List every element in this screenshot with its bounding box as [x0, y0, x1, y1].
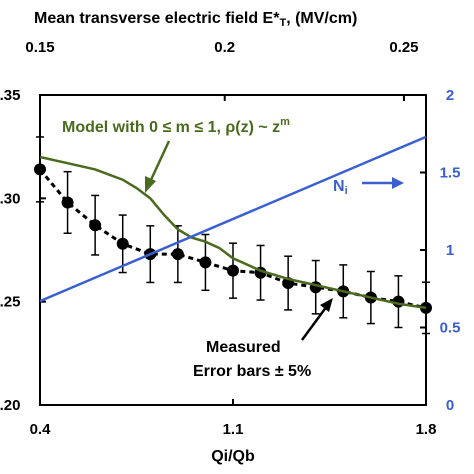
measured-point: [227, 264, 239, 277]
top-axis-title: Mean transverse electric field E*T, (MV/…: [34, 10, 357, 29]
measured-point: [199, 256, 212, 269]
ni-line: [39, 135, 427, 303]
y-tick-label: .30: [0, 190, 20, 207]
y-tick-label: .20: [0, 397, 20, 414]
measured-point: [89, 219, 102, 232]
model-label-main: Model with 0 ≤ m ≤ 1, ρ(z) ~ z: [62, 119, 280, 136]
ni-label: Ni: [333, 178, 348, 197]
measured-point: [34, 163, 46, 176]
top-axis-title-suffix: , (MV/cm): [286, 10, 357, 27]
measured-point: [171, 248, 184, 261]
top-tick-label: 0.25: [389, 39, 418, 56]
ticks-layer: 0.4 1.1 1.8 0.15 0.2 0.25 .20 .25 .30 .35 0 0.5 1 1.5…: [0, 39, 460, 438]
y-tick-label: .25: [0, 294, 20, 311]
measured-arrowhead: [320, 298, 333, 312]
ni-arrowhead: [392, 177, 404, 189]
top-tick-label: 0.2: [214, 39, 235, 56]
model-label-arrowhead: [145, 176, 156, 193]
measured-label: Measured: [206, 339, 281, 356]
ni-label-main: N: [333, 178, 345, 195]
top-tick-label: 0.15: [25, 39, 54, 56]
y2-tick-label: 1.5: [440, 165, 461, 182]
y2-tick-label: 0.5: [440, 320, 461, 337]
model-label: Model with 0 ≤ m ≤ 1, ρ(z) ~ zm: [62, 116, 290, 136]
ni-label-sub: i: [345, 185, 348, 197]
x-tick-label: 1.8: [416, 421, 437, 438]
x-tick-label: 1.1: [223, 421, 244, 438]
model-label-arrow: [148, 140, 171, 183]
top-axis-title-prefix: Mean transverse electric field E*: [34, 10, 280, 27]
error-bars-label: Error bars ± 5%: [193, 363, 311, 380]
x-axis-label: Qi/Qb: [211, 448, 255, 465]
y-tick-label: .35: [0, 87, 20, 104]
model-line: [39, 155, 427, 310]
y2-tick-label: 0: [446, 397, 454, 414]
y2-tick-label: 2: [446, 87, 454, 104]
measured-point: [116, 237, 129, 250]
y2-tick-label: 1: [446, 242, 454, 259]
measured-arrow: [300, 305, 329, 341]
measured-point: [61, 196, 74, 209]
model-label-sup: m: [280, 116, 290, 128]
top-axis-title-sub: T: [279, 17, 286, 29]
x-tick-label: 0.4: [30, 421, 52, 438]
series-layer: [34, 135, 432, 335]
